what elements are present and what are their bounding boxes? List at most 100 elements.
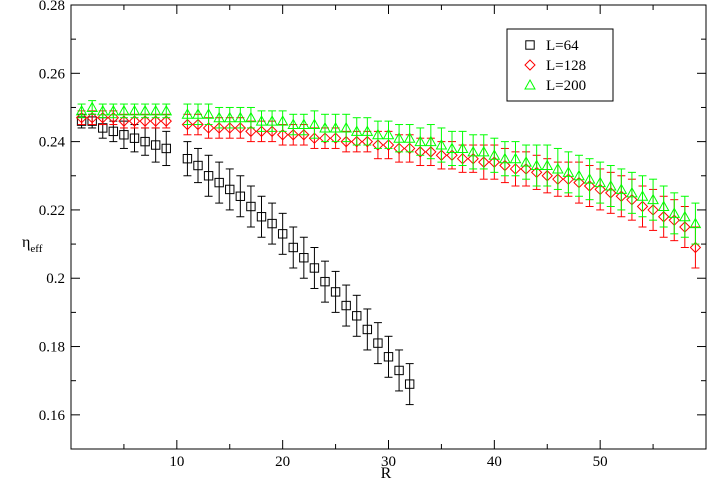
data-point xyxy=(341,300,351,311)
data-point xyxy=(467,145,480,157)
data-point xyxy=(86,101,99,112)
data-point xyxy=(266,115,278,126)
data-point xyxy=(562,166,575,177)
data-point xyxy=(256,212,267,222)
data-point xyxy=(404,379,415,389)
y-tick-label: 0.16 xyxy=(39,408,66,424)
data-point xyxy=(288,242,298,253)
data-point xyxy=(509,152,522,164)
data-point xyxy=(330,287,341,297)
data-point xyxy=(224,122,236,134)
data-point xyxy=(362,324,373,335)
data-point xyxy=(668,207,681,218)
data-point xyxy=(128,115,141,127)
data-point xyxy=(435,139,448,150)
legend-label: L=128 xyxy=(546,58,586,74)
data-point xyxy=(689,241,702,254)
x-tick-label: 10 xyxy=(169,454,184,470)
data-point xyxy=(234,111,247,123)
data-point xyxy=(181,118,194,131)
data-point xyxy=(234,122,247,134)
data-point xyxy=(340,121,353,133)
y-axis-label-main: η xyxy=(22,234,30,251)
legend-marker xyxy=(525,40,535,50)
series-layer xyxy=(75,100,702,406)
data-point xyxy=(149,104,162,116)
y-axis-label-sub: eff xyxy=(30,243,42,255)
data-point xyxy=(477,145,490,157)
data-point xyxy=(604,179,617,191)
y-tick-label: 0.2 xyxy=(46,271,65,287)
data-point xyxy=(393,142,405,155)
data-point xyxy=(520,156,532,167)
data-point xyxy=(636,190,649,201)
legend-marker xyxy=(524,59,536,71)
data-point xyxy=(235,191,246,201)
data-point xyxy=(297,118,310,130)
x-tick-label: 20 xyxy=(275,454,290,470)
data-point xyxy=(488,149,501,160)
data-point xyxy=(97,112,109,124)
data-point xyxy=(373,338,383,348)
data-point xyxy=(319,132,331,144)
data-point xyxy=(551,162,564,174)
data-point xyxy=(245,111,257,123)
data-point xyxy=(657,200,670,212)
data-point xyxy=(626,186,638,198)
y-tick-label: 0.24 xyxy=(39,135,66,151)
data-point xyxy=(223,111,236,123)
data-point xyxy=(140,136,150,147)
data-point xyxy=(414,146,426,158)
data-point xyxy=(160,104,173,116)
data-point xyxy=(182,153,193,164)
legend-label: L=200 xyxy=(546,78,586,94)
data-point xyxy=(352,311,362,321)
y-tick-label: 0.26 xyxy=(39,66,66,82)
data-point xyxy=(213,122,225,134)
data-point xyxy=(213,111,226,123)
data-point xyxy=(119,130,129,140)
y-tick-label: 0.18 xyxy=(39,340,65,356)
data-point xyxy=(456,142,469,153)
data-point xyxy=(160,115,172,127)
data-point xyxy=(678,210,691,222)
data-point xyxy=(287,129,299,141)
y-axis-label: ηeff xyxy=(22,234,43,255)
data-point xyxy=(499,152,511,164)
data-point xyxy=(414,135,427,147)
data-point xyxy=(382,128,395,140)
data-point xyxy=(361,135,374,148)
data-point xyxy=(403,132,416,143)
data-point xyxy=(689,217,702,229)
x-tick-label: 50 xyxy=(593,454,608,470)
x-axis-label: R xyxy=(381,465,392,482)
x-tick-label: 40 xyxy=(487,454,502,470)
x-axis: 10 20 30 40 50 xyxy=(123,5,654,470)
data-point xyxy=(266,125,278,138)
data-point xyxy=(308,118,321,130)
data-point xyxy=(128,104,141,116)
data-point xyxy=(573,169,585,181)
data-point xyxy=(192,118,204,131)
data-point xyxy=(161,143,171,154)
data-point xyxy=(393,132,405,143)
data-point xyxy=(309,263,320,273)
data-point xyxy=(382,139,395,151)
data-point xyxy=(583,173,596,184)
data-point xyxy=(383,352,394,362)
data-point xyxy=(647,193,659,205)
data-point xyxy=(298,129,310,141)
data-point xyxy=(255,115,268,126)
data-point xyxy=(139,115,151,127)
data-point xyxy=(276,129,289,141)
data-point xyxy=(139,104,151,116)
y-tick-label: 0.28 xyxy=(39,0,65,14)
data-point xyxy=(308,132,321,144)
data-point xyxy=(86,112,98,124)
data-point xyxy=(372,128,384,140)
data-point xyxy=(214,177,224,188)
data-point xyxy=(129,133,140,143)
data-point xyxy=(108,126,119,137)
data-point xyxy=(530,159,543,171)
